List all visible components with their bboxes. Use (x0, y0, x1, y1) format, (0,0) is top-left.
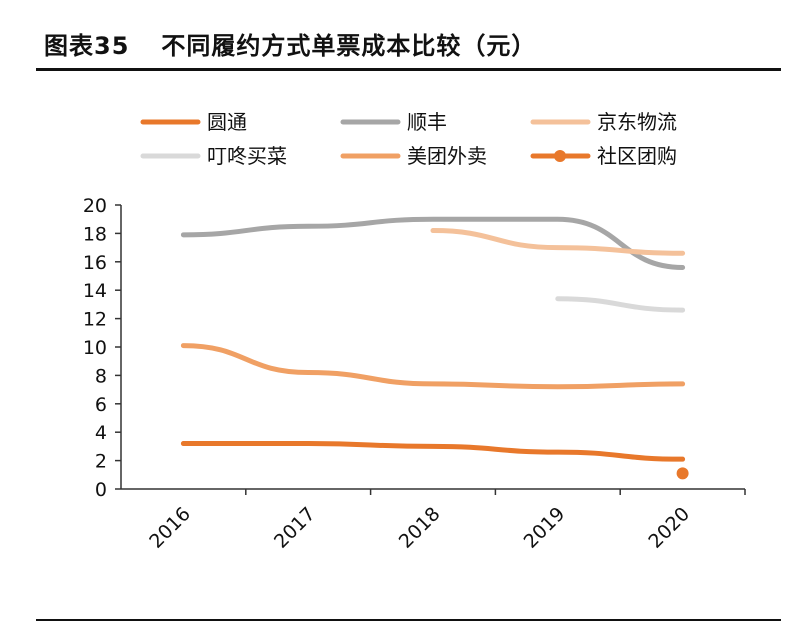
x-tick-label: 2016 (145, 503, 195, 553)
legend-label-6: 社区团购 (597, 144, 677, 168)
y-tick-label: 0 (95, 479, 107, 501)
series-point-6 (676, 467, 689, 480)
x-tick-label: 2019 (520, 503, 570, 553)
y-tick-label: 6 (95, 394, 107, 416)
y-tick-label: 8 (95, 365, 107, 387)
x-tick-label: 2020 (644, 503, 694, 553)
y-tick-label: 10 (83, 337, 107, 359)
figure-title: 不同履约方式单票成本比较（元） (161, 32, 537, 60)
y-tick-label: 20 (83, 195, 107, 217)
figure-label: 图表35 (44, 32, 130, 60)
page-title: 图表35 不同履约方式单票成本比较（元） (44, 26, 536, 61)
y-tick-label: 12 (83, 309, 107, 331)
series-line-3 (430, 228, 686, 256)
y-tick-label: 18 (83, 223, 107, 245)
series-line-5 (180, 343, 686, 390)
x-tick-label: 2017 (270, 503, 320, 553)
series-line-1 (180, 441, 686, 462)
legend-marker-6 (554, 150, 566, 162)
title-rule (36, 68, 781, 71)
y-tick-label: 16 (83, 252, 107, 274)
y-tick-label: 4 (95, 422, 107, 444)
y-tick-label: 2 (95, 451, 107, 473)
legend-label-4: 叮咚买菜 (207, 144, 287, 168)
y-tick-label: 14 (83, 280, 107, 302)
legend-label-1: 圆通 (207, 110, 247, 134)
bottom-rule (36, 619, 781, 621)
legend-label-2: 顺丰 (407, 110, 447, 134)
series-line-2 (180, 216, 686, 270)
legend-label-5: 美团外卖 (407, 144, 487, 168)
x-tick-label: 2018 (395, 503, 445, 553)
legend-label-3: 京东物流 (597, 110, 677, 134)
series-line-4 (555, 296, 686, 313)
